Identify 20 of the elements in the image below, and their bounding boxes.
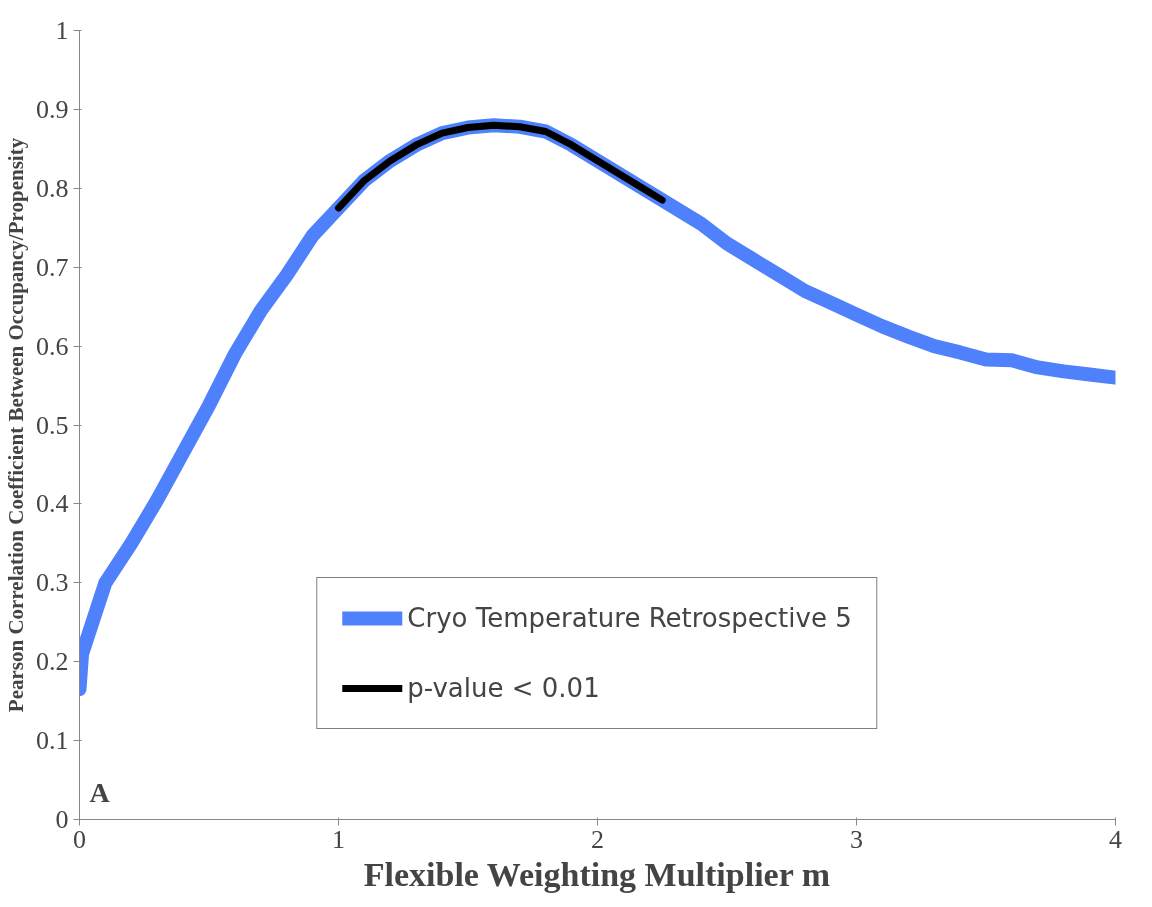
y-tick-label: 0.5 [36, 410, 69, 440]
legend-label: p-value < 0.01 [407, 673, 601, 703]
y-tick-label: 0.7 [36, 252, 69, 282]
x-tick-label: 3 [850, 824, 863, 854]
y-tick-label: 0.6 [36, 331, 69, 361]
annotation: A [89, 776, 111, 808]
y-axis-title: Pearson Correlation Coefficient Between Occupancy/Propensity [4, 137, 28, 713]
y-tick-label: 0.9 [36, 94, 69, 124]
x-tick-label: 1 [332, 824, 345, 854]
legend-label: Cryo Temperature Retrospective 5 [407, 603, 852, 633]
x-axis-title: Flexible Weighting Multiplier m [363, 855, 831, 893]
y-tick-label: 0.3 [36, 568, 69, 598]
x-tick-label: 2 [591, 824, 604, 854]
x-tick-label: 4 [1109, 824, 1122, 854]
y-tick-label: 0.1 [36, 726, 69, 756]
y-tick-label: 0.2 [36, 647, 69, 677]
y-tick-label: 1 [55, 16, 69, 45]
y-tick-label: 0 [55, 805, 69, 834]
y-tick-label: 0.8 [36, 173, 69, 203]
y-tick-label: 0.4 [36, 489, 69, 519]
